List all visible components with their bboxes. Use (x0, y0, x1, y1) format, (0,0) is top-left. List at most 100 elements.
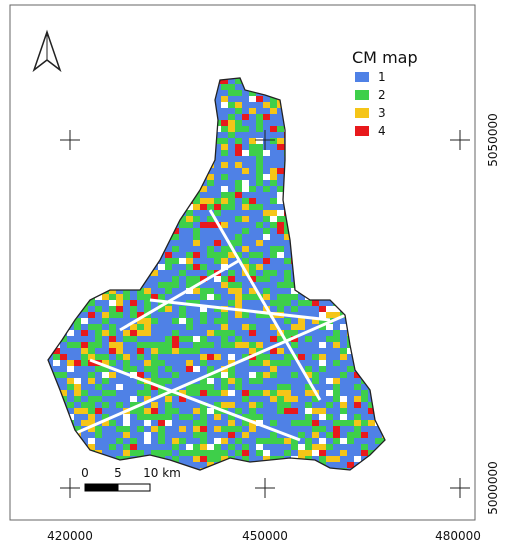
land-patch (235, 168, 243, 175)
land-patch (130, 444, 138, 451)
land-patch (270, 432, 278, 439)
land-patch (319, 312, 327, 319)
land-patch (109, 330, 117, 337)
land-patch (214, 198, 222, 205)
land-patch (235, 144, 243, 151)
land-patch (81, 384, 89, 391)
land-patch (123, 342, 131, 349)
land-patch (333, 408, 341, 415)
land-patch (214, 444, 222, 451)
land-patch (277, 414, 285, 421)
land-patch (109, 450, 117, 457)
land-patch (270, 222, 278, 229)
land-patch (270, 210, 278, 217)
land-patch (165, 396, 173, 403)
land-patch (270, 156, 278, 163)
land-patch (179, 450, 187, 457)
land-patch (130, 396, 138, 403)
land-patch (207, 342, 215, 349)
land-patch (326, 390, 334, 397)
land-patch (235, 156, 243, 163)
land-patch (270, 168, 278, 175)
land-patch (228, 270, 236, 277)
land-patch (123, 396, 131, 403)
land-patch (193, 204, 201, 211)
land-patch (88, 420, 96, 427)
land-patch (270, 300, 278, 307)
land-patch (277, 174, 285, 181)
land-patch (186, 264, 194, 271)
land-patch (144, 324, 152, 331)
land-patch (221, 198, 229, 205)
land-patch (123, 336, 131, 343)
land-patch (277, 294, 285, 301)
land-patch (165, 408, 173, 415)
land-patch (102, 396, 110, 403)
land-patch (333, 414, 341, 421)
land-patch (74, 366, 82, 373)
land-patch (298, 360, 306, 367)
land-patch (193, 408, 201, 415)
land-patch (242, 210, 250, 217)
land-patch (207, 276, 215, 283)
land-patch (88, 414, 96, 421)
land-patch (130, 288, 138, 295)
land-patch (242, 240, 250, 247)
land-patch (116, 384, 124, 391)
land-patch (186, 348, 194, 355)
land-patch (291, 396, 299, 403)
land-patch (333, 456, 341, 463)
land-patch (95, 342, 103, 349)
land-patch (277, 300, 285, 307)
land-patch (263, 204, 271, 211)
land-patch (333, 330, 341, 337)
land-patch (116, 312, 124, 319)
land-patch (221, 252, 229, 259)
land-patch (123, 348, 131, 355)
land-patch (242, 300, 250, 307)
land-patch (109, 360, 117, 367)
land-patch (291, 414, 299, 421)
land-patch (116, 432, 124, 439)
land-patch (375, 426, 383, 433)
land-patch (312, 336, 320, 343)
land-patch (158, 270, 166, 277)
land-patch (305, 372, 313, 379)
land-patch (67, 366, 75, 373)
land-patch (235, 366, 243, 373)
land-patch (228, 204, 236, 211)
land-patch (249, 444, 257, 451)
legend-swatch (355, 90, 369, 100)
land-patch (249, 276, 257, 283)
land-patch (333, 396, 341, 403)
land-patch (200, 234, 208, 241)
land-patch (116, 348, 124, 355)
land-patch (263, 252, 271, 259)
land-patch (193, 270, 201, 277)
land-patch (256, 354, 264, 361)
land-patch (249, 216, 257, 223)
land-patch (88, 306, 96, 313)
land-patch (284, 348, 292, 355)
land-patch (235, 126, 243, 133)
land-patch (95, 378, 103, 385)
land-patch (256, 378, 264, 385)
land-patch (270, 228, 278, 235)
land-patch (95, 312, 103, 319)
land-patch (361, 414, 369, 421)
land-patch (165, 420, 173, 427)
land-patch (242, 438, 250, 445)
land-patch (270, 150, 278, 157)
land-patch (263, 318, 271, 325)
land-patch (130, 408, 138, 415)
land-patch (214, 426, 222, 433)
land-patch (172, 240, 180, 247)
land-patch (277, 390, 285, 397)
land-patch (263, 348, 271, 355)
land-patch (319, 426, 327, 433)
land-patch (158, 360, 166, 367)
land-patch (284, 294, 292, 301)
land-patch (361, 438, 369, 445)
land-patch (109, 342, 117, 349)
land-patch (228, 216, 236, 223)
